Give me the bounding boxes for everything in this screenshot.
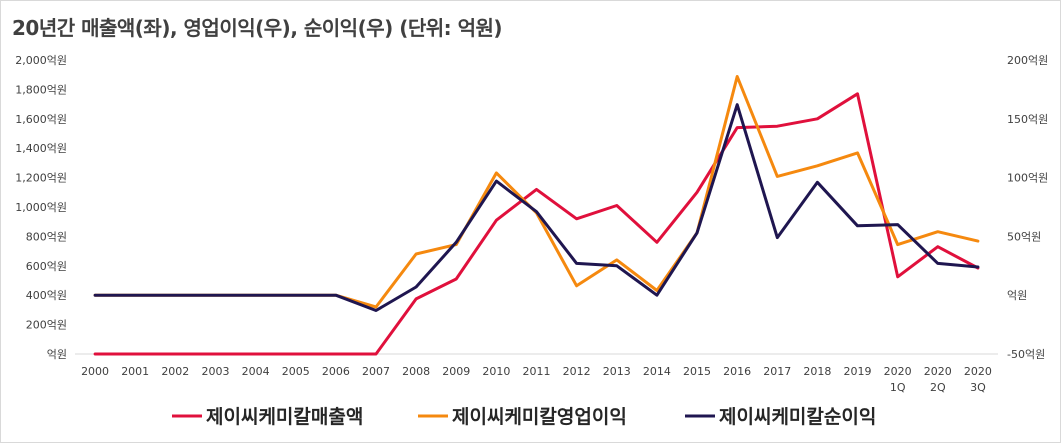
y-right-tick-label: -50억원	[1007, 348, 1045, 361]
y-left-tick-label: 1,400억원	[15, 142, 67, 155]
x-tick-label: 2003	[201, 365, 229, 378]
x-tick-label: 2010	[482, 365, 510, 378]
y-left-tick-label: 1,000억원	[15, 201, 67, 214]
x-tick-label: 2000	[81, 365, 109, 378]
series-line	[93, 92, 980, 356]
x-tick-label: 2013	[603, 365, 631, 378]
y-left-tick-label: 1,200억원	[15, 172, 67, 185]
x-tick-label: 2006	[322, 365, 350, 378]
y-left-tick-label: 400억원	[26, 289, 67, 302]
y-right-tick-label: 150억원	[1007, 113, 1048, 126]
x-tick-label: 2017	[763, 365, 791, 378]
x-tick-label: 2020	[964, 365, 992, 378]
x-tick-label: 2001	[121, 365, 149, 378]
y-left-tick-label: 2,000억원	[15, 54, 67, 67]
legend-label: 제이씨케미칼순이익	[719, 406, 876, 428]
y-left-tick-label: 800억원	[26, 230, 67, 243]
y-right-tick-label: 억원	[1007, 289, 1027, 302]
axes: 억원 200억원 400억원 600억원 800억원 1,000억원 1,200억원 1,40…	[15, 54, 1048, 394]
y-left-tick-label: 1,600억원	[15, 113, 67, 126]
x-tick-label: 2012	[563, 365, 591, 378]
y-left-tick-label: 억원	[47, 348, 67, 361]
y-right-tick-label: 200억원	[1007, 54, 1048, 67]
x-tick-label: 2016	[723, 365, 751, 378]
x-tick-label: 2007	[362, 365, 390, 378]
x-tick-label: 2008	[402, 365, 430, 378]
x-tick-label: 2Q	[930, 381, 946, 394]
x-tick-label: 2015	[683, 365, 711, 378]
legend: 제이씨케미칼매출액 제이씨케미칼영업이익 제이씨케미칼순이익	[172, 406, 876, 428]
y-left-tick-label: 600억원	[26, 260, 67, 273]
y-right-tick-label: 50억원	[1007, 230, 1041, 243]
series-line	[93, 75, 980, 309]
x-tick-label: 2014	[643, 365, 671, 378]
y-right-tick-label: 100억원	[1007, 172, 1048, 185]
legend-label: 제이씨케미칼영업이익	[452, 406, 627, 428]
y-left-tick-label: 1,800억원	[15, 83, 67, 96]
y-left-tick-label: 200억원	[26, 319, 67, 332]
x-tick-label: 3Q	[970, 381, 986, 394]
x-tick-label: 1Q	[890, 381, 906, 394]
x-tick-label: 2020	[884, 365, 912, 378]
x-tick-label: 2011	[523, 365, 551, 378]
x-tick-label: 2004	[242, 365, 270, 378]
chart-title: 20년간 매출액(좌), 영업이익(우), 순이익(우) (단위: 억원)	[12, 16, 503, 40]
series-lines	[93, 75, 980, 356]
x-tick-label: 2019	[844, 365, 872, 378]
legend-label: 제이씨케미칼매출액	[206, 406, 363, 428]
x-tick-label: 2005	[282, 365, 310, 378]
series-line	[93, 103, 980, 312]
x-tick-label: 2018	[803, 365, 831, 378]
x-tick-label: 2020	[924, 365, 952, 378]
x-tick-label: 2009	[442, 365, 470, 378]
x-tick-label: 2002	[161, 365, 189, 378]
